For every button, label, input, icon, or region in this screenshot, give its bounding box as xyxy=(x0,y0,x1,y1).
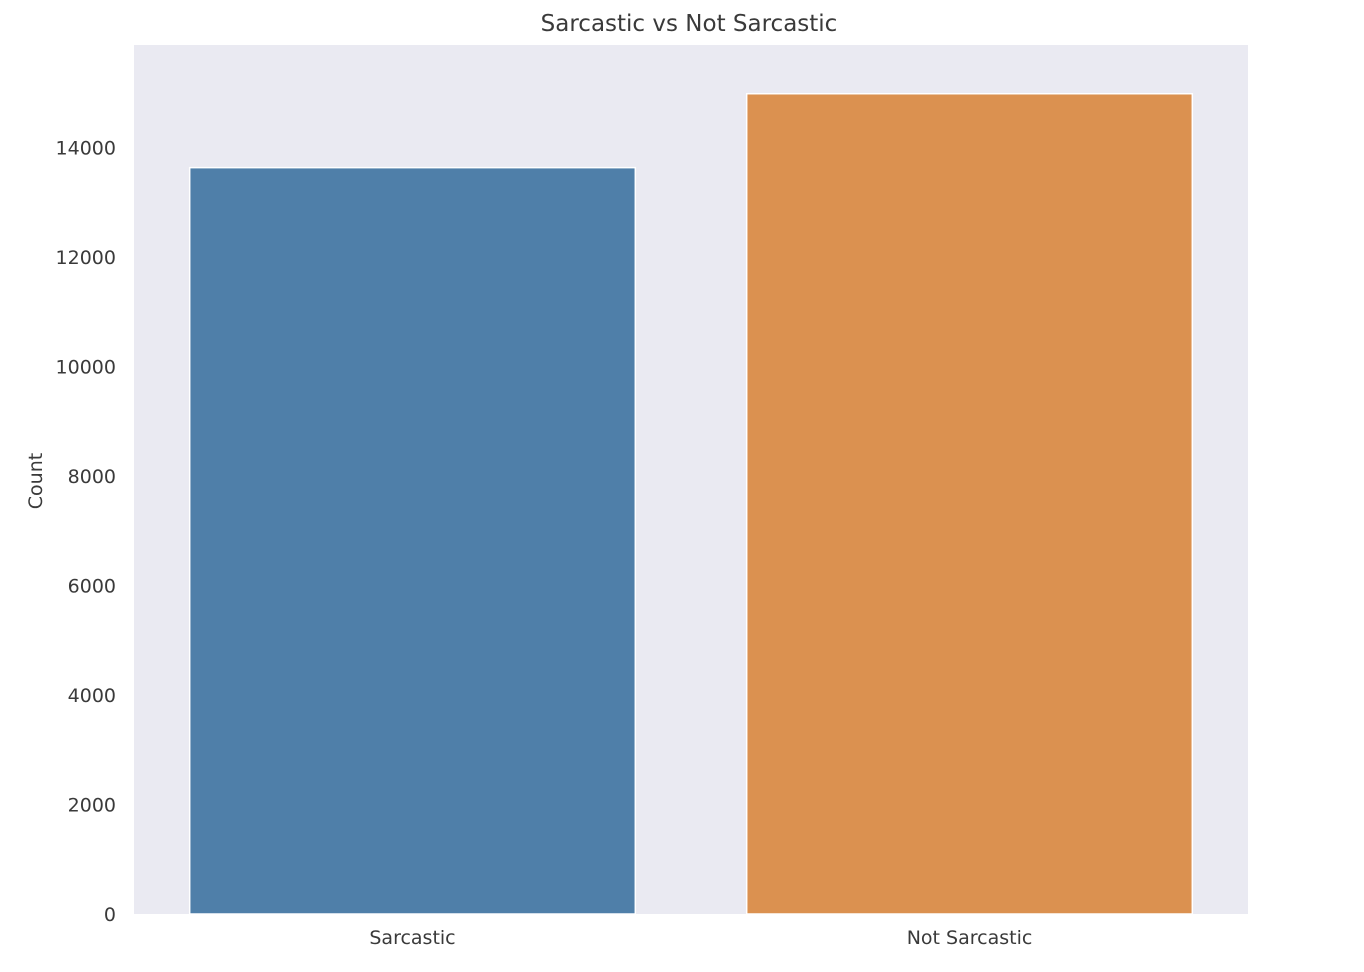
x-axis-ticks: Sarcastic Not Sarcastic xyxy=(369,927,1032,949)
y-tick-label: 12000 xyxy=(56,247,116,269)
y-tick-label: 4000 xyxy=(68,685,116,707)
bar-not-sarcastic xyxy=(745,92,1194,915)
y-tick-label: 0 xyxy=(104,904,116,926)
y-tick-label: 14000 xyxy=(56,137,116,159)
x-tick-label: Not Sarcastic xyxy=(907,927,1033,949)
bar-sarcastic xyxy=(188,166,637,915)
bars-group xyxy=(188,92,1194,915)
y-tick-label: 2000 xyxy=(68,794,116,816)
x-tick-label: Sarcastic xyxy=(369,927,455,949)
y-tick-label: 10000 xyxy=(56,356,116,378)
y-axis-ticks: 0 2000 4000 6000 8000 10000 12000 14000 xyxy=(56,137,116,926)
y-axis-label: Count xyxy=(25,453,47,509)
y-tick-label: 8000 xyxy=(68,466,116,488)
y-tick-label: 6000 xyxy=(68,575,116,597)
chart-title: Sarcastic vs Not Sarcastic xyxy=(541,11,838,37)
